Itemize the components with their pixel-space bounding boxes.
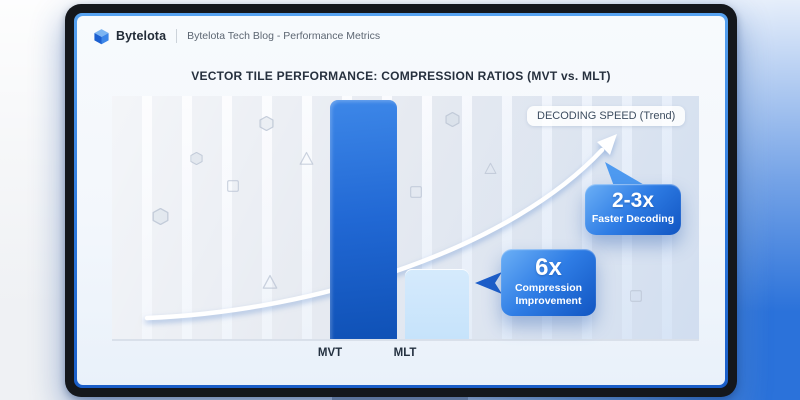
triangle-icon	[484, 162, 497, 175]
header-subtitle: Bytelota Tech Blog - Performance Metrics	[187, 30, 381, 42]
square-icon	[226, 179, 240, 193]
monitor-frame: Bytelota Bytelota Tech Blog - Performanc…	[65, 4, 737, 397]
callout-value: 6x	[535, 254, 562, 281]
header-divider	[176, 29, 178, 43]
hexagon-icon	[152, 208, 169, 225]
chart-area: DECODING SPEED (Trend) 2-3x Faster Decod…	[112, 96, 699, 341]
hexagon-icon	[190, 152, 203, 165]
square-icon	[629, 289, 643, 303]
arrowhead-icon	[597, 134, 617, 155]
callout-faster-decoding: 2-3x Faster Decoding	[585, 184, 681, 235]
bar-mlt	[405, 269, 469, 339]
callout-label-line2: Improvement	[515, 294, 582, 307]
hexagon-icon	[259, 116, 274, 131]
bar-mvt	[330, 100, 397, 339]
callout-tail-up-icon	[600, 158, 648, 190]
hexagon-icon	[445, 112, 460, 127]
square-icon	[409, 185, 423, 199]
brand-name: Bytelota	[116, 29, 167, 43]
category-label-mlt: MLT	[393, 347, 417, 359]
triangle-icon	[299, 151, 314, 166]
callout-tail-left-icon	[472, 269, 504, 297]
category-label-mvt: MVT	[317, 347, 343, 359]
site-header: Bytelota Bytelota Tech Blog - Performanc…	[93, 23, 380, 49]
callout-label-line1: Compression	[514, 282, 583, 294]
triangle-icon	[262, 274, 278, 290]
monitor-bezel-accent: Bytelota Bytelota Tech Blog - Performanc…	[74, 13, 728, 388]
callout-label: Faster Decoding	[591, 213, 675, 225]
callout-value: 2-3x	[611, 189, 655, 212]
trend-label: DECODING SPEED (Trend)	[527, 106, 686, 126]
screen: Bytelota Bytelota Tech Blog - Performanc…	[77, 16, 725, 385]
chart-title: VECTOR TILE PERFORMANCE: COMPRESSION RAT…	[191, 69, 611, 83]
callout-compression-improvement: 6x Compression Improvement	[501, 249, 596, 316]
bytelota-logo-icon	[94, 28, 109, 44]
trend-curve	[144, 134, 617, 321]
